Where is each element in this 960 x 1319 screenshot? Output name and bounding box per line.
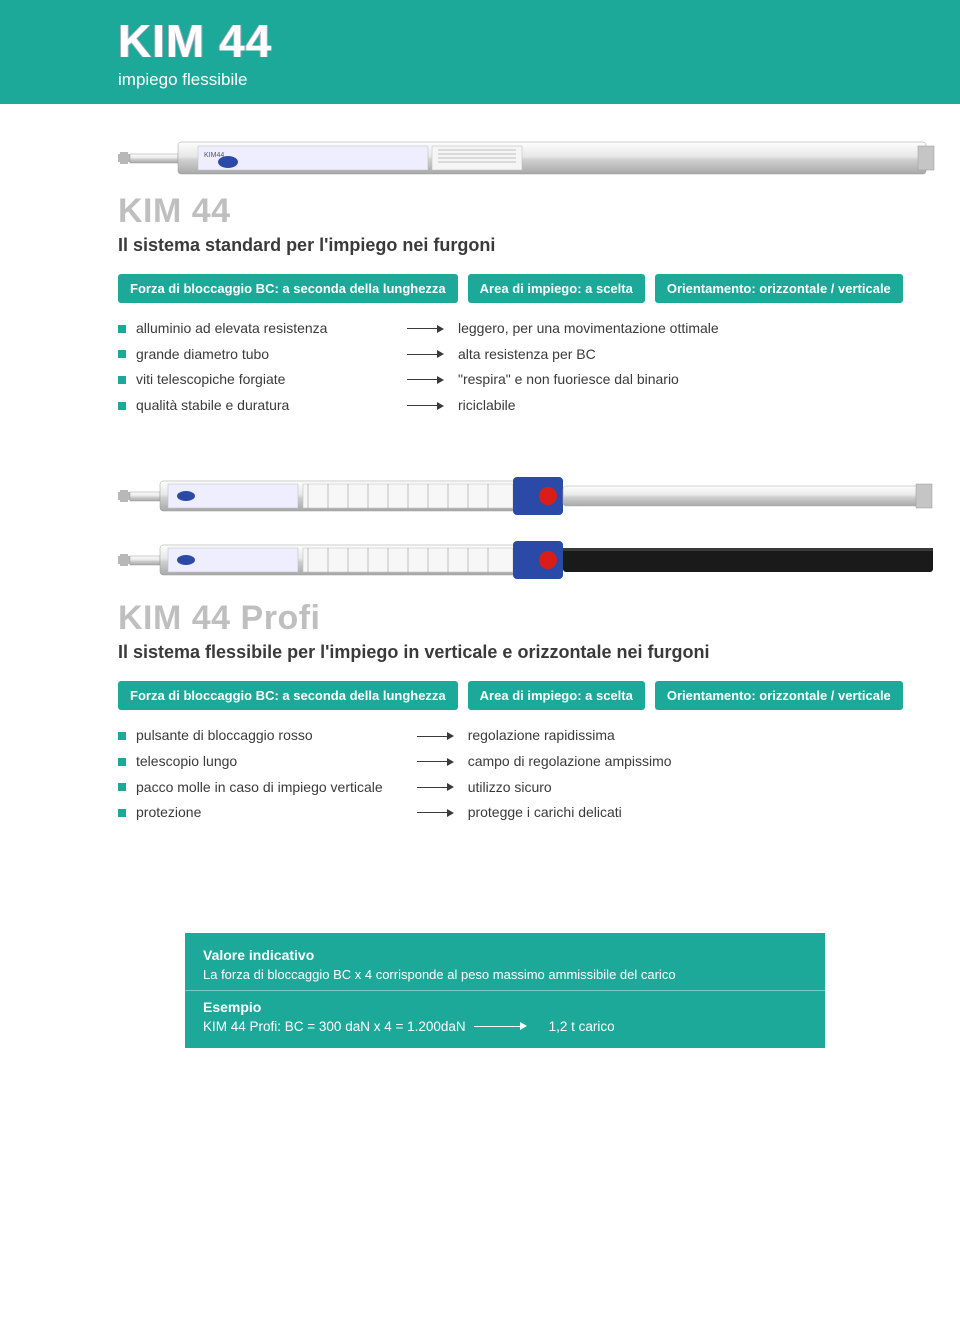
pill: Area di impiego: a scelta [468,681,645,710]
product-photo-kim44: KIM44 [118,132,928,184]
product-photo-profi-1 [118,471,928,521]
feature-table: pulsante di bloccaggio rosso telescopio … [118,726,928,822]
bullet-icon [118,325,126,333]
section-title: KIM 44 Profi [118,599,928,638]
section-subtitle: Il sistema standard per l'impiego nei fu… [118,235,928,256]
bottom-line: La forza di bloccaggio BC x 4 corrispond… [203,967,807,982]
bar-illustration [118,471,938,521]
bottom-info-box: Valore indicativo La forza di bloccaggio… [185,933,825,1048]
bottom-formula: KIM 44 Profi: BC = 300 daN x 4 = 1.200da… [203,1019,807,1034]
bottom-example-label: Esempio [203,999,807,1015]
feature-left: viti telescopiche forgiate [118,370,373,390]
feature-left: protezione [118,803,383,823]
arrow-icon [407,325,444,333]
pill-row: Forza di bloccaggio BC: a seconda della … [118,274,928,303]
formula-right: 1,2 t carico [549,1019,615,1034]
feature-left: grande diametro tubo [118,345,373,365]
feature-right: "respira" e non fuoriesce dal binario [407,370,719,390]
bullet-icon [118,783,126,791]
feature-left: telescopio lungo [118,752,383,772]
feature-left: pacco molle in caso di impiego verticale [118,778,383,798]
bullet-icon [118,376,126,384]
feature-right: riciclabile [407,396,719,416]
arrow-icon [417,758,454,766]
pill: Forza di bloccaggio BC: a seconda della … [118,681,458,710]
bar-illustration [118,535,938,585]
bullet-icon [118,402,126,410]
arrow-icon [417,732,454,740]
feature-right: campo di regolazione ampissimo [417,752,672,772]
page-title: KIM 44 [118,18,960,64]
feature-left: alluminio ad elevata resistenza [118,319,373,339]
section-title: KIM 44 [118,192,928,231]
arrow-icon [407,402,444,410]
feature-table: alluminio ad elevata resistenza grande d… [118,319,928,415]
bullet-icon [118,758,126,766]
section-kim44: KIM44 KIM 44 Il sistema standard per l'i… [0,132,960,415]
product-photo-profi-2 [118,535,928,585]
feature-left: qualità stabile e duratura [118,396,373,416]
feature-right: utilizzo sicuro [417,778,672,798]
arrow-icon [417,783,454,791]
divider [185,990,825,991]
arrow-icon [407,376,444,384]
feature-right: protegge i carichi delicati [417,803,672,823]
bullet-icon [118,732,126,740]
pill: Forza di bloccaggio BC: a seconda della … [118,274,458,303]
arrow-icon [417,809,454,817]
arrow-icon [407,350,444,358]
page-header: KIM 44 impiego flessibile [0,0,960,104]
bottom-title: Valore indicativo [203,947,807,963]
feature-left: pulsante di bloccaggio rosso [118,726,383,746]
pill: Orientamento: orizzontale / verticale [655,274,903,303]
bar-illustration: KIM44 [118,132,938,184]
section-kim44-profi: KIM 44 Profi Il sistema flessibile per l… [0,471,960,822]
pill: Orientamento: orizzontale / verticale [655,681,903,710]
bullet-icon [118,350,126,358]
feature-right: leggero, per una movimentazione ottimale [407,319,719,339]
page-subtitle: impiego flessibile [118,70,960,90]
bullet-icon [118,809,126,817]
pill-row: Forza di bloccaggio BC: a seconda della … [118,681,928,710]
feature-right: alta resistenza per BC [407,345,719,365]
formula-left: KIM 44 Profi: BC = 300 daN x 4 = 1.200da… [203,1019,466,1034]
section-subtitle: Il sistema flessibile per l'impiego in v… [118,642,928,663]
feature-right: regolazione rapidissima [417,726,672,746]
pill: Area di impiego: a scelta [468,274,645,303]
arrow-icon [474,1022,527,1030]
